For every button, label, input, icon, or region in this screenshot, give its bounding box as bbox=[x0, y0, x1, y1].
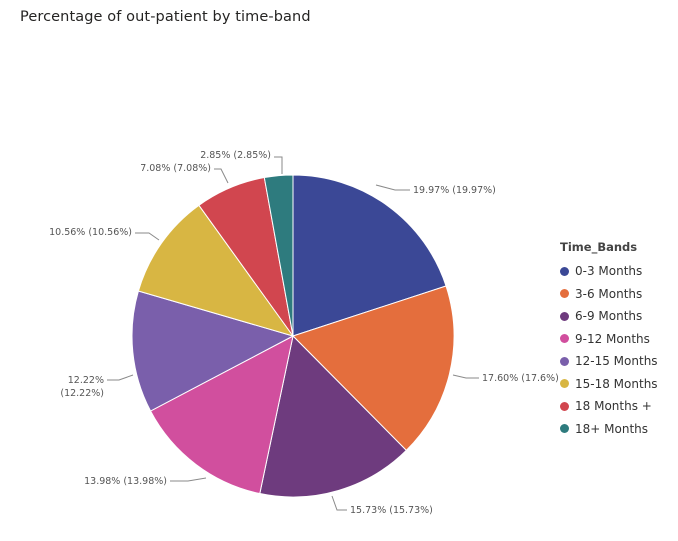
legend-marker bbox=[560, 356, 569, 366]
data-label: 19.97% (19.97%) bbox=[413, 185, 496, 196]
legend-label: 18 Months + bbox=[575, 399, 652, 414]
legend-marker bbox=[560, 289, 569, 299]
legend-item[interactable]: 12-15 Months bbox=[560, 350, 658, 373]
legend-label: 12-15 Months bbox=[575, 354, 658, 369]
pie-slice-3-6-months[interactable] bbox=[292, 285, 455, 452]
chart-title: Percentage of out-patient by time-band bbox=[20, 9, 311, 25]
leader-line bbox=[375, 184, 410, 191]
legend-marker bbox=[560, 334, 569, 344]
legend-label: 0-3 Months bbox=[575, 264, 643, 279]
data-label: 10.56% (10.56%) bbox=[49, 227, 132, 238]
leader-line bbox=[135, 232, 160, 241]
pie-slice-15-18-months[interactable] bbox=[137, 204, 295, 337]
data-label: 15.73% (15.73%) bbox=[350, 505, 433, 516]
leader-line bbox=[214, 168, 229, 184]
pie-slice-0-3-months[interactable] bbox=[292, 174, 447, 337]
legend-item[interactable]: 3-6 Months bbox=[560, 283, 658, 306]
legend-label: 18+ Months bbox=[575, 421, 649, 436]
legend-marker bbox=[560, 311, 569, 321]
legend-item[interactable]: 18+ Months bbox=[560, 418, 658, 441]
leader-line bbox=[452, 374, 479, 379]
pie-slice-12-15-months[interactable] bbox=[131, 290, 295, 412]
legend-item[interactable]: 0-3 Months bbox=[560, 260, 658, 283]
data-label: 12.22% (12.22%) bbox=[60, 375, 104, 399]
pie-slice-9-12-months[interactable] bbox=[149, 335, 294, 495]
legend-item[interactable]: 18 Months + bbox=[560, 395, 658, 418]
legend-item[interactable]: 15-18 Months bbox=[560, 373, 658, 396]
legend-label: 15-18 Months bbox=[575, 376, 658, 391]
legend-marker bbox=[560, 401, 569, 411]
leader-line bbox=[274, 156, 283, 174]
legend-label: 3-6 Months bbox=[575, 286, 643, 301]
data-label: 13.98% (13.98%) bbox=[84, 476, 167, 487]
data-label: 17.60% (17.6%) bbox=[482, 373, 559, 384]
legend-label: 6-9 Months bbox=[575, 309, 643, 324]
data-label: 7.08% (7.08%) bbox=[140, 163, 211, 174]
legend-item[interactable]: 6-9 Months bbox=[560, 305, 658, 328]
data-label: 2.85% (2.85%) bbox=[200, 150, 271, 161]
leader-line bbox=[331, 495, 347, 511]
legend-marker bbox=[560, 424, 569, 434]
leader-line bbox=[170, 477, 207, 482]
legend-marker bbox=[560, 379, 569, 389]
legend: Time_Bands 0-3 Months 3-6 Months 6-9 Month… bbox=[560, 240, 658, 440]
legend-title: Time_Bands bbox=[560, 240, 638, 254]
legend-label: 9-12 Months bbox=[575, 331, 650, 346]
legend-marker bbox=[560, 266, 569, 276]
pie-slice-18-months[interactable] bbox=[263, 174, 294, 337]
legend-item[interactable]: 9-12 Months bbox=[560, 328, 658, 351]
pie-slice-6-9-months[interactable] bbox=[259, 334, 408, 498]
leader-line bbox=[107, 374, 134, 381]
